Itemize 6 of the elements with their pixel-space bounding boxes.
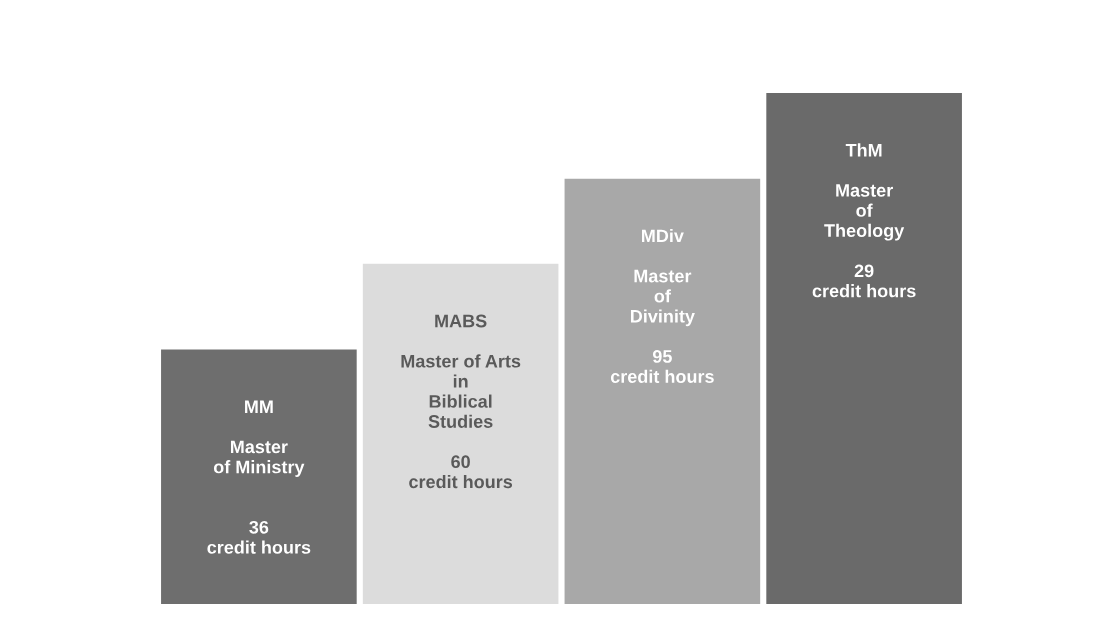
category-label: ThM Master of Theology 29 credit hours [812,143,916,298]
bar [158,347,359,605]
bar [764,92,965,605]
category-label: MM Master of Ministry 36 credit hours [207,400,311,554]
category-label: MDiv Master of Divinity 95 credit hours [610,228,714,383]
category-label: MABS Master of Arts in Biblical Studies 60 credit hours [401,314,521,489]
